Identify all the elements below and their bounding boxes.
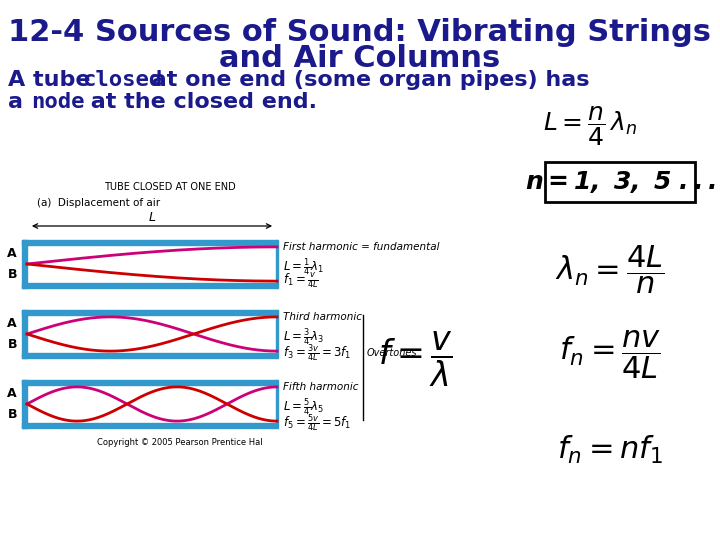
Bar	[22, 380, 27, 428]
Text: B: B	[7, 268, 17, 281]
FancyBboxPatch shape	[545, 162, 695, 202]
Text: $L = \frac{1}{4}\lambda_1$: $L = \frac{1}{4}\lambda_1$	[283, 256, 324, 278]
Text: A: A	[7, 317, 17, 330]
Bar	[276, 380, 278, 428]
Text: $f_5 = \frac{5v}{4L} = 5f_1$: $f_5 = \frac{5v}{4L} = 5f_1$	[283, 412, 351, 434]
Text: Copyright © 2005 Pearson Prentice Hal: Copyright © 2005 Pearson Prentice Hal	[96, 438, 262, 447]
Text: B: B	[7, 338, 17, 351]
Text: $f = \dfrac{v}{\lambda}$: $f = \dfrac{v}{\lambda}$	[377, 329, 452, 389]
Text: 12-4 Sources of Sound: Vibrating Strings: 12-4 Sources of Sound: Vibrating Strings	[9, 18, 711, 47]
Text: $f_n = \dfrac{nv}{4L}$: $f_n = \dfrac{nv}{4L}$	[559, 329, 661, 381]
Bar	[276, 310, 278, 358]
Text: A: A	[7, 387, 17, 400]
Text: at the closed end.: at the closed end.	[83, 92, 317, 112]
Bar	[276, 240, 278, 288]
Text: $f_n = nf_1$: $f_n = nf_1$	[557, 434, 663, 466]
Text: L: L	[148, 211, 156, 224]
Text: closed: closed	[82, 70, 162, 90]
Text: A tube: A tube	[8, 70, 98, 90]
Text: a: a	[8, 92, 31, 112]
Bar	[22, 283, 277, 288]
Text: node: node	[31, 92, 84, 112]
Text: and Air Columns: and Air Columns	[220, 44, 500, 73]
Text: $L = \dfrac{n}{4}\,\lambda_n$: $L = \dfrac{n}{4}\,\lambda_n$	[543, 104, 637, 148]
Text: Overtones: Overtones	[367, 348, 418, 358]
Text: $L = \frac{5}{4}\lambda_5$: $L = \frac{5}{4}\lambda_5$	[283, 396, 324, 417]
Text: TUBE CLOSED AT ONE END: TUBE CLOSED AT ONE END	[104, 182, 235, 192]
Bar	[22, 353, 277, 358]
Bar	[22, 310, 27, 358]
Text: $\lambda_n = \dfrac{4L}{n}$: $\lambda_n = \dfrac{4L}{n}$	[555, 244, 665, 296]
Text: First harmonic = fundamental: First harmonic = fundamental	[283, 242, 439, 252]
Text: B: B	[7, 408, 17, 421]
Text: A: A	[7, 247, 17, 260]
Text: (a)  Displacement of air: (a) Displacement of air	[37, 198, 160, 208]
Bar	[22, 310, 277, 315]
Bar	[22, 240, 277, 245]
Text: $f_3 = \frac{3v}{4L} = 3f_1$: $f_3 = \frac{3v}{4L} = 3f_1$	[283, 342, 351, 363]
Text: $\bfit{n=1,\ 3,\ 5\ ...}$: $\bfit{n=1,\ 3,\ 5\ ...}$	[524, 169, 716, 195]
Text: Fifth harmonic: Fifth harmonic	[283, 382, 359, 392]
Bar	[22, 380, 277, 385]
Text: $L = \frac{3}{4}\lambda_3$: $L = \frac{3}{4}\lambda_3$	[283, 326, 324, 348]
Bar	[22, 240, 27, 288]
Text: Third harmonic: Third harmonic	[283, 312, 362, 322]
Text: at one end (some organ pipes) has: at one end (some organ pipes) has	[144, 70, 590, 90]
Bar	[22, 423, 277, 428]
Text: $f_1 = \frac{v}{4L}$: $f_1 = \frac{v}{4L}$	[283, 272, 319, 291]
